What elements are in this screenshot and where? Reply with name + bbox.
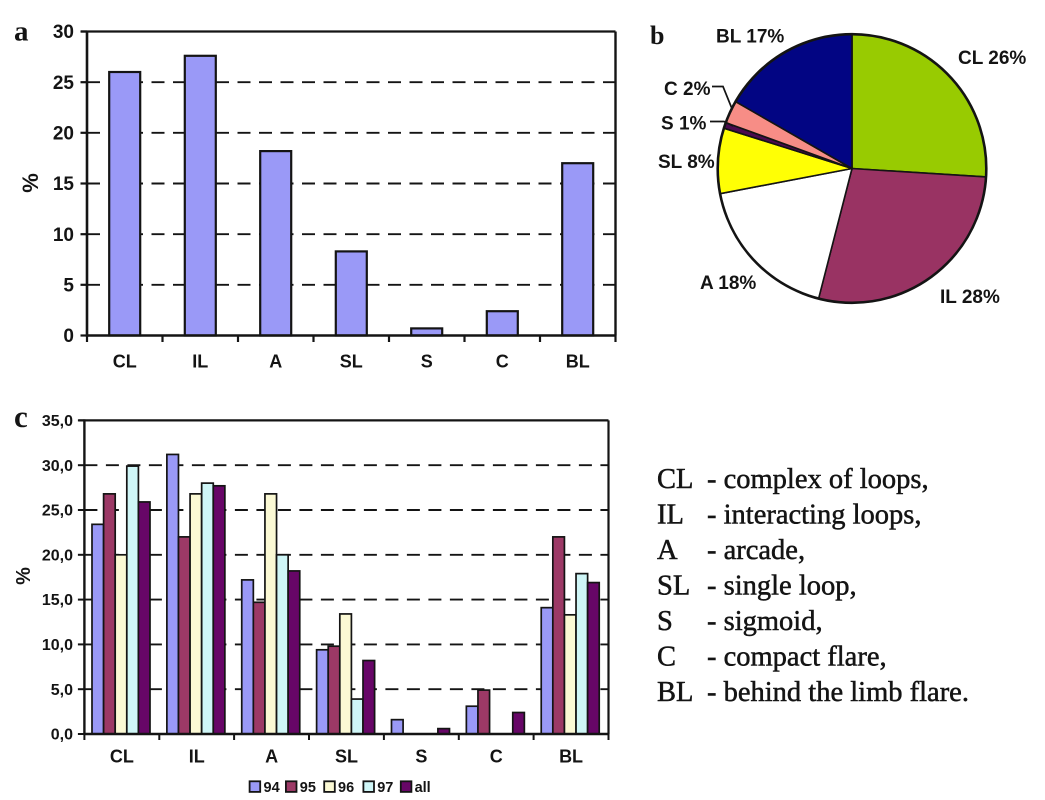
svg-text:CL: CL bbox=[657, 464, 693, 495]
svg-text:%: % bbox=[18, 173, 43, 193]
svg-text:- complex of loops,: - complex of loops, bbox=[707, 464, 929, 495]
svg-text:30: 30 bbox=[53, 22, 74, 43]
svg-text:5: 5 bbox=[63, 276, 74, 297]
svg-text:BL: BL bbox=[657, 677, 693, 708]
svg-text:S: S bbox=[657, 606, 673, 637]
svg-text:95: 95 bbox=[300, 780, 316, 796]
svg-text:SL: SL bbox=[657, 571, 690, 602]
svg-text:35,0: 35,0 bbox=[42, 413, 73, 430]
svg-text:A: A bbox=[265, 747, 278, 767]
svg-text:IL: IL bbox=[189, 747, 205, 767]
svg-text:- sigmoid,: - sigmoid, bbox=[707, 606, 823, 637]
svg-text:CL: CL bbox=[113, 352, 137, 372]
svg-text:A 18%: A 18% bbox=[700, 273, 756, 294]
svg-text:IL: IL bbox=[192, 352, 208, 372]
svg-text:BL: BL bbox=[566, 352, 590, 372]
svg-text:S 1%: S 1% bbox=[661, 114, 707, 135]
svg-text:%: % bbox=[13, 567, 35, 585]
svg-text:20,0: 20,0 bbox=[42, 547, 73, 564]
svg-text:SL 8%: SL 8% bbox=[658, 152, 715, 173]
svg-text:BL 17%: BL 17% bbox=[716, 27, 784, 48]
svg-text:96: 96 bbox=[338, 780, 354, 796]
svg-text:- interacting loops,: - interacting loops, bbox=[707, 500, 922, 531]
svg-text:C: C bbox=[657, 642, 676, 673]
svg-text:BL: BL bbox=[559, 747, 583, 767]
svg-text:0,0: 0,0 bbox=[51, 727, 73, 744]
svg-text:15: 15 bbox=[53, 174, 75, 195]
svg-text:15,0: 15,0 bbox=[42, 592, 73, 609]
svg-text:A: A bbox=[657, 535, 678, 566]
svg-text:- behind the limb flare.: - behind the limb flare. bbox=[707, 677, 969, 708]
svg-text:25,0: 25,0 bbox=[42, 503, 73, 520]
svg-text:30,0: 30,0 bbox=[42, 458, 73, 475]
svg-text:a: a bbox=[14, 16, 29, 48]
svg-text:IL 28%: IL 28% bbox=[940, 287, 1000, 308]
svg-text:IL: IL bbox=[657, 500, 684, 531]
svg-text:- single loop,: - single loop, bbox=[707, 571, 857, 602]
svg-text:10,0: 10,0 bbox=[42, 637, 73, 654]
svg-text:- compact flare,: - compact flare, bbox=[707, 642, 887, 673]
svg-text:0: 0 bbox=[63, 326, 74, 347]
svg-text:25: 25 bbox=[53, 73, 75, 94]
svg-text:A: A bbox=[269, 352, 282, 372]
svg-text:S: S bbox=[415, 747, 427, 767]
svg-text:- arcade,: - arcade, bbox=[707, 535, 805, 566]
svg-text:b: b bbox=[650, 21, 664, 50]
svg-text:all: all bbox=[415, 780, 431, 796]
svg-text:C 2%: C 2% bbox=[664, 79, 711, 100]
svg-text:C: C bbox=[496, 352, 509, 372]
svg-text:C: C bbox=[490, 747, 503, 767]
svg-text:10: 10 bbox=[53, 225, 74, 246]
svg-text:CL 26%: CL 26% bbox=[958, 48, 1026, 69]
svg-text:CL: CL bbox=[110, 747, 134, 767]
svg-text:97: 97 bbox=[377, 780, 393, 796]
svg-text:SL: SL bbox=[335, 747, 358, 767]
svg-text:SL: SL bbox=[340, 352, 363, 372]
svg-text:20: 20 bbox=[53, 124, 74, 145]
svg-text:c: c bbox=[14, 399, 28, 434]
svg-text:S: S bbox=[421, 352, 433, 372]
svg-text:5,0: 5,0 bbox=[51, 682, 73, 699]
svg-text:94: 94 bbox=[264, 780, 280, 796]
